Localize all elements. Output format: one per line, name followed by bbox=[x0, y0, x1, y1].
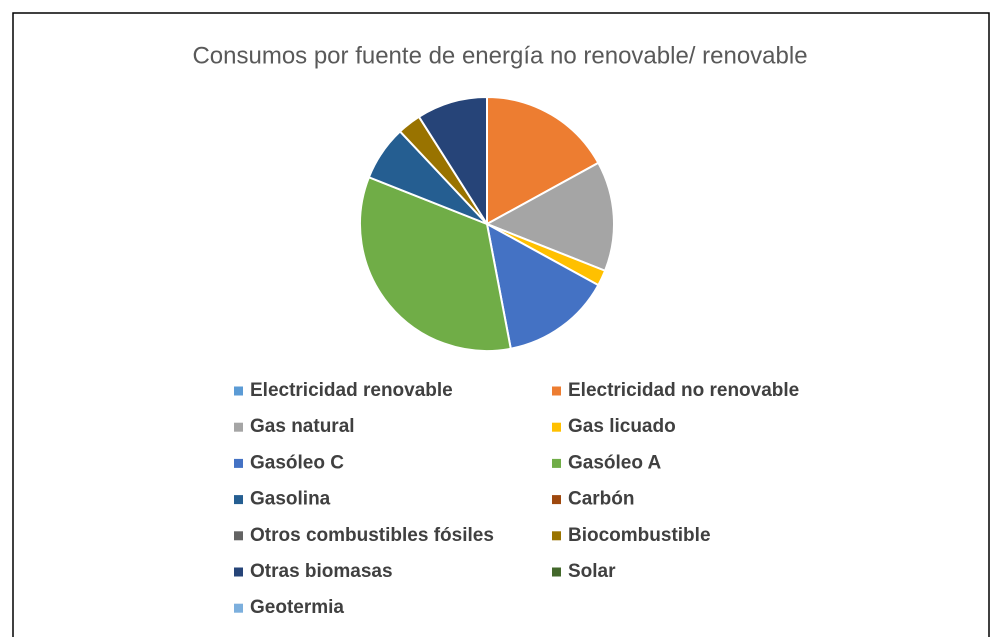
chart-title: Consumos por fuente de energía no renova… bbox=[192, 42, 807, 69]
legend-swatch bbox=[552, 458, 561, 468]
legend-label: Gas natural bbox=[250, 416, 355, 437]
legend-swatch bbox=[234, 422, 243, 432]
legend-label: Solar bbox=[568, 561, 616, 582]
legend-label: Carbón bbox=[568, 489, 635, 510]
legend-swatch bbox=[234, 458, 243, 468]
pie-slice bbox=[359, 175, 512, 352]
legend-label: Gasóleo C bbox=[250, 452, 344, 473]
legend-swatch bbox=[552, 495, 561, 505]
pie-slice bbox=[485, 222, 600, 350]
legend-swatch bbox=[552, 386, 561, 396]
pie-slice bbox=[486, 95, 600, 226]
legend-label: Gasolina bbox=[250, 489, 331, 510]
legend-swatch bbox=[234, 603, 243, 613]
pie-slice bbox=[417, 95, 488, 228]
pie-slice bbox=[484, 161, 615, 273]
legend-label: Electricidad renovable bbox=[250, 380, 453, 401]
legend-label: Biocombustible bbox=[568, 525, 711, 546]
legend-swatch bbox=[234, 495, 243, 505]
legend-label: Gasóleo A bbox=[568, 452, 662, 473]
legend-swatch bbox=[552, 422, 561, 432]
legend-swatch bbox=[234, 567, 243, 577]
legend-swatch bbox=[552, 567, 561, 577]
legend-swatch bbox=[552, 531, 561, 541]
legend-swatch bbox=[234, 386, 243, 396]
legend-label: Electricidad no renovable bbox=[568, 380, 799, 401]
legend-label: Gas licuado bbox=[568, 416, 676, 437]
legend-label: Otros combustibles fósiles bbox=[250, 525, 494, 546]
legend-swatch bbox=[234, 531, 243, 541]
legend-label: Geotermia bbox=[250, 597, 344, 618]
legend-label: Otras biomasas bbox=[250, 561, 393, 582]
